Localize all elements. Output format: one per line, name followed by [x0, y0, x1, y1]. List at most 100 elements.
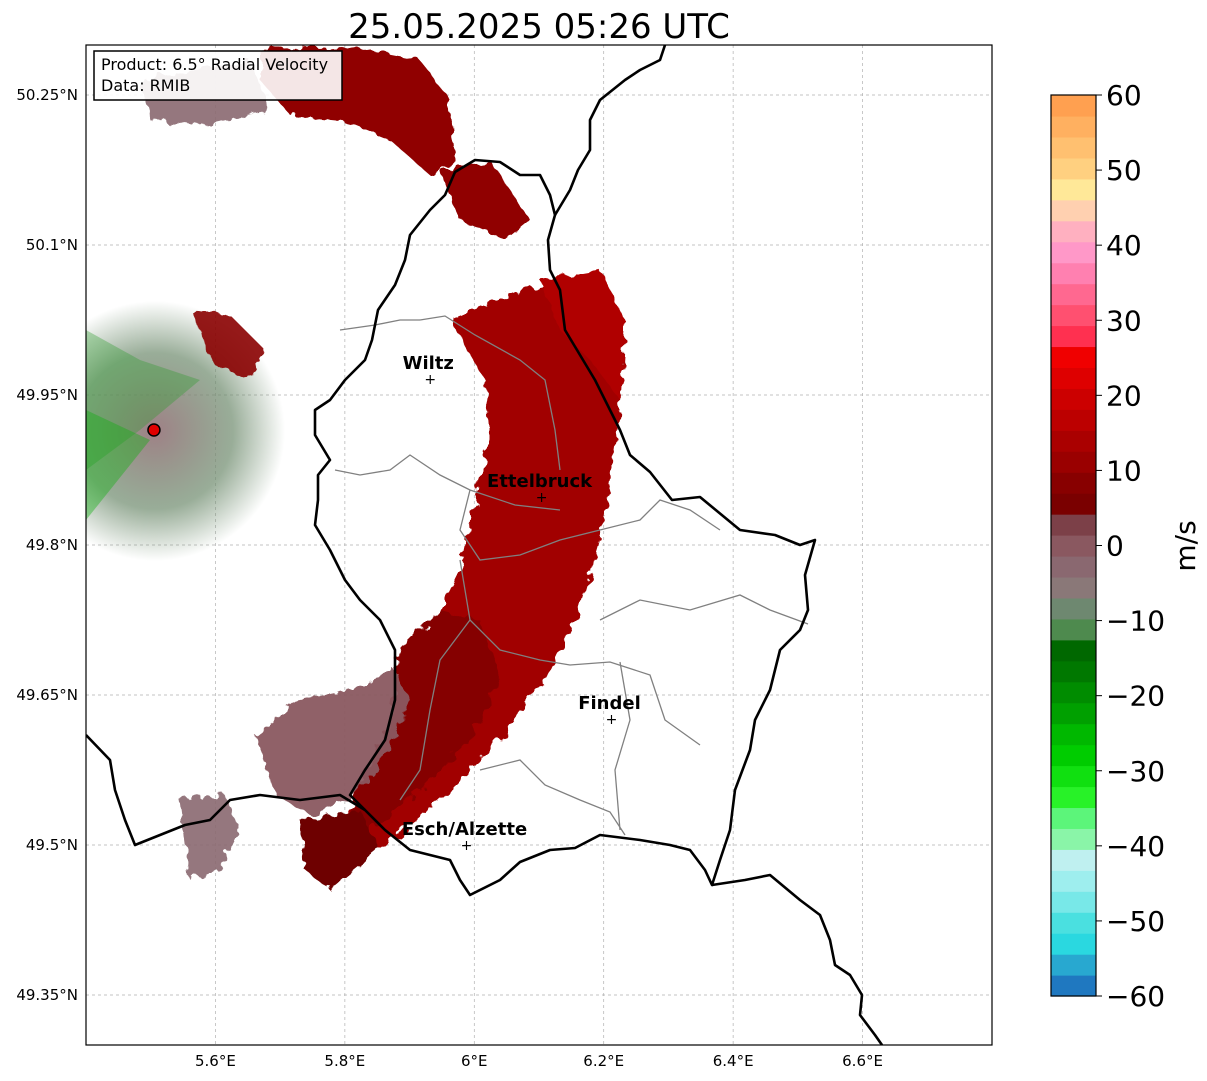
lat-tick-label: 49.8°N	[26, 536, 78, 554]
colorbar-tick-label: 60	[1106, 79, 1142, 112]
lat-tick-label: 50.1°N	[26, 236, 78, 254]
colorbar-tick-label: −60	[1106, 980, 1165, 1013]
city-label: Ettelbruck	[487, 471, 593, 492]
colorbar-tick-label: 10	[1106, 454, 1142, 487]
city-marker-plus: +	[461, 838, 473, 854]
colorbar-segment	[1051, 430, 1096, 452]
info-box-frame	[93, 50, 343, 101]
colorbar-segment	[1051, 597, 1096, 620]
map-title: 25.05.2025 05:26 UTC	[348, 7, 730, 47]
colorbar-segment	[1051, 451, 1096, 473]
lat-tick-label: 49.35°N	[16, 986, 78, 1004]
colorbar-segment	[1051, 618, 1096, 641]
city-marker-plus: +	[606, 712, 618, 728]
colorbar-segment	[1051, 870, 1096, 892]
city-markers: +Wiltz+Ettelbruck+Findel+Esch/Alzette	[402, 353, 641, 854]
colorbar-tick-label: 30	[1106, 304, 1142, 337]
colorbar-segment	[1051, 115, 1096, 138]
echo-radar-nearfield	[86, 301, 285, 561]
colorbar-segments	[1051, 95, 1096, 997]
colorbar-segment	[1051, 157, 1096, 180]
colorbar-tick-label: −40	[1106, 830, 1165, 863]
colorbar-segment	[1051, 933, 1096, 955]
colorbar-ticks: 60 50 40 30 20 10 0 −10 −20 −30 −40 −50 −60	[1096, 79, 1165, 1013]
city-label: Wiltz	[403, 353, 454, 374]
colorbar-segment	[1051, 493, 1096, 515]
colorbar-segment	[1051, 325, 1096, 348]
lon-tick-label: 5.6°E	[195, 1052, 236, 1070]
colorbar-segment	[1051, 241, 1096, 264]
colorbar-segment	[1051, 535, 1096, 557]
city-esch-alzette: +Esch/Alzette	[402, 819, 527, 854]
colorbar-tick-label: −50	[1106, 905, 1165, 938]
lon-tick-label: 5.8°E	[324, 1052, 365, 1070]
colorbar-segment	[1051, 262, 1096, 285]
colorbar-segment	[1051, 199, 1096, 222]
colorbar-segment	[1051, 220, 1096, 243]
colorbar-tick-label: 0	[1106, 530, 1124, 563]
colorbar-segment	[1051, 514, 1096, 536]
colorbar-segment	[1051, 702, 1096, 725]
lat-tick-label: 49.5°N	[26, 836, 78, 854]
lat-tick-label: 50.25°N	[16, 86, 78, 104]
colorbar-segment	[1051, 765, 1096, 788]
colorbar-segment	[1051, 472, 1096, 494]
colorbar-tick-label: 40	[1106, 229, 1142, 262]
colorbar-segment	[1051, 95, 1096, 117]
country-borders	[86, 45, 884, 1045]
colorbar-segment	[1051, 283, 1096, 306]
colorbar-segment	[1051, 786, 1096, 809]
colorbar-segment	[1051, 891, 1096, 913]
colorbar-segment	[1051, 555, 1096, 578]
colorbar-segment	[1051, 744, 1096, 767]
city-wiltz: +Wiltz	[403, 353, 454, 388]
colorbar-segment	[1051, 388, 1096, 410]
colorbar-segment	[1051, 576, 1096, 599]
longitude-tick-labels: 5.6°E 5.8°E 6°E 6.2°E 6.4°E 6.6°E	[195, 1052, 883, 1070]
colorbar-segment	[1051, 807, 1096, 829]
lon-tick-label: 6.2°E	[583, 1052, 624, 1070]
colorbar-tick-label: −10	[1106, 605, 1165, 638]
colorbar-unit-label: m/s	[1169, 520, 1202, 571]
colorbar-segment	[1051, 954, 1096, 976]
colorbar-segment	[1051, 723, 1096, 746]
colorbar-segment	[1051, 367, 1096, 389]
latitude-tick-labels: 50.25°N 50.1°N 49.95°N 49.8°N 49.65°N 49.5°N 4…	[16, 86, 78, 1004]
city-label: Esch/Alzette	[402, 819, 527, 840]
colorbar: 60 50 40 30 20 10 0 −10 −20 −30 −40 −50 −60 m/s	[1050, 79, 1202, 1013]
colorbar-segment	[1051, 912, 1096, 934]
colorbar-tick-label: −30	[1106, 755, 1165, 788]
colorbar-segment	[1051, 828, 1096, 850]
colorbar-tick-label: −20	[1106, 680, 1165, 713]
city-findel: +Findel	[578, 693, 641, 728]
city-label: Findel	[578, 693, 641, 714]
info-data-source: Data: RMIB	[101, 76, 190, 95]
colorbar-segment	[1051, 975, 1096, 997]
lat-tick-label: 49.65°N	[16, 686, 78, 704]
echo-main-band	[300, 270, 625, 890]
colorbar-segment	[1051, 681, 1096, 704]
city-marker-plus: +	[536, 490, 548, 506]
lon-tick-label: 6°E	[461, 1052, 488, 1070]
colorbar-segment	[1051, 849, 1096, 871]
colorbar-tick-label: 20	[1106, 379, 1142, 412]
lon-tick-label: 6.6°E	[842, 1052, 883, 1070]
radar-site-marker	[147, 423, 161, 437]
map-frame	[85, 44, 993, 1046]
city-marker-plus: +	[424, 372, 436, 388]
colorbar-segment	[1051, 178, 1096, 201]
colorbar-segment	[1051, 409, 1096, 431]
colorbar-tick-label: 50	[1106, 154, 1142, 187]
colorbar-segment	[1051, 136, 1096, 159]
lat-tick-label: 49.95°N	[16, 386, 78, 404]
city-ettelbruck: +Ettelbruck	[487, 471, 593, 506]
map-panel: +Wiltz+Ettelbruck+Findel+Esch/Alzette Pr…	[16, 44, 993, 1070]
lon-tick-label: 6.4°E	[713, 1052, 754, 1070]
colorbar-segment	[1051, 304, 1096, 327]
info-box: Product: 6.5° Radial Velocity Data: RMIB	[93, 50, 343, 101]
canton-boundaries	[334, 315, 809, 836]
colorbar-segment	[1051, 639, 1096, 662]
colorbar-segment	[1051, 660, 1096, 683]
colorbar-segment	[1051, 346, 1096, 368]
